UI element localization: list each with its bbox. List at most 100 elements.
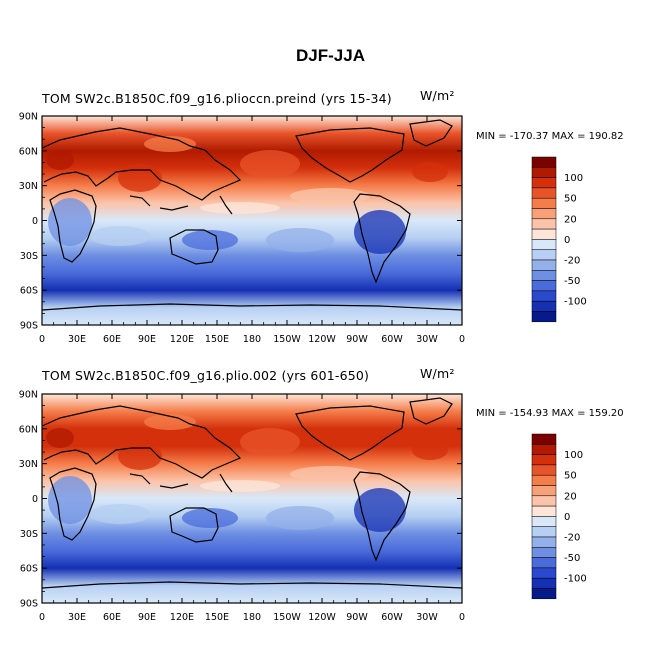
anomaly-patch	[266, 506, 334, 530]
figure-title: DJF-JJA	[296, 46, 365, 65]
anomaly-patch	[48, 476, 92, 524]
panel-2-units: W/m²	[420, 366, 455, 381]
colorbar-segment	[531, 311, 557, 323]
x-tick-label: 150W	[273, 334, 301, 345]
colorbar-label: 50	[564, 194, 577, 205]
y-tick-label: 60S	[20, 564, 38, 575]
colorbar-segment	[531, 249, 557, 261]
colorbar-segment	[531, 588, 557, 600]
anomaly-patch	[200, 202, 280, 214]
colorbar-label: 50	[564, 471, 577, 482]
panel-1-units: W/m²	[420, 88, 455, 103]
anomaly-patch	[200, 480, 280, 492]
anomaly-patch	[118, 442, 162, 470]
anomaly-patch	[240, 150, 300, 178]
x-tick-label: 90E	[138, 334, 156, 345]
colorbar-segment	[531, 454, 557, 466]
colorbar-label: -50	[564, 276, 580, 287]
anomaly-patch	[90, 504, 150, 524]
anomaly-patch	[354, 210, 406, 254]
x-tick-label: 180	[243, 612, 261, 623]
colorbar-label: 100	[564, 450, 583, 461]
colorbar-label: -50	[564, 553, 580, 564]
panel-1-left-label: TOM SW2c.B1850C.f09_g16.plioccn.preind	[42, 91, 317, 106]
panel-2-coastlines	[41, 397, 463, 589]
anomaly-patch	[240, 428, 300, 456]
y-tick-label: 90S	[20, 321, 38, 332]
anomaly-patch	[48, 198, 92, 246]
x-tick-label: 90W	[346, 612, 368, 623]
y-tick-label: 90S	[20, 599, 38, 610]
y-tick-label: 60N	[19, 146, 38, 157]
y-tick-label: 30S	[20, 529, 38, 540]
x-tick-label: 0	[459, 334, 465, 345]
panel-1-years-label: (yrs 15-34)	[320, 91, 392, 106]
colorbar-label: 0	[564, 512, 570, 523]
anomaly-patch	[118, 164, 162, 192]
panel-2-case-label: TOM SW2c.B1850C.f09_g16.plio.002 (yrs 60…	[42, 368, 369, 383]
y-tick-label: 30N	[19, 181, 38, 192]
colorbar-segment	[531, 474, 557, 486]
colorbar-segment	[531, 280, 557, 292]
colorbar-segment	[531, 516, 557, 527]
anomaly-patch	[46, 150, 74, 170]
colorbar-segment	[531, 567, 557, 579]
colorbar-segment	[531, 444, 557, 455]
x-tick-label: 60W	[381, 612, 403, 623]
panel-1-minmax: MIN = -170.37 MAX = 190.82	[476, 131, 624, 142]
anomaly-patch	[412, 162, 448, 182]
y-tick-label: 30N	[19, 459, 38, 470]
anomaly-patch	[412, 440, 448, 460]
y-tick-label: 90N	[19, 390, 38, 401]
colorbar-segment	[531, 167, 557, 178]
colorbar-label: -100	[564, 574, 587, 585]
colorbar-segment	[531, 270, 557, 281]
x-tick-label: 60E	[103, 612, 121, 623]
colorbar-segment	[531, 547, 557, 558]
x-tick-label: 30W	[416, 334, 438, 345]
x-tick-label: 120E	[170, 334, 194, 345]
x-tick-label: 120E	[170, 612, 194, 623]
x-tick-label: 30W	[416, 612, 438, 623]
anomaly-patch	[46, 428, 74, 448]
y-tick-label: 0	[32, 216, 38, 227]
colorbar-label: 20	[564, 491, 577, 502]
colorbar-label: 20	[564, 214, 577, 225]
anomaly-patch	[182, 230, 238, 250]
x-tick-label: 150E	[205, 612, 229, 623]
colorbar-segment	[531, 156, 557, 168]
colorbar-segment	[531, 433, 557, 445]
y-tick-label: 60N	[19, 424, 38, 435]
x-tick-label: 180	[243, 334, 261, 345]
anomaly-patch	[266, 228, 334, 252]
colorbar-segment	[531, 218, 557, 230]
x-tick-label: 30E	[68, 612, 86, 623]
y-tick-label: 0	[32, 494, 38, 505]
panel-2-minmax: MIN = -154.93 MAX = 159.20	[476, 408, 624, 419]
x-tick-label: 120W	[308, 612, 336, 623]
x-tick-label: 0	[39, 334, 45, 345]
panel-1-case-label: TOM SW2c.B1850C.f09_g16.plioccn.preind (…	[42, 91, 392, 106]
panel-2-left-label: TOM SW2c.B1850C.f09_g16.plio.002	[42, 368, 278, 383]
y-tick-label: 90N	[19, 112, 38, 123]
colorbar-segment	[531, 577, 557, 589]
anomaly-patch	[90, 226, 150, 246]
anomaly-patch	[182, 508, 238, 528]
panel-1-axes: 0 30E 60E 90E 120E 150E 180 150W 120W 90W 60W 30W 09…	[19, 112, 465, 346]
colorbar-segment	[531, 536, 557, 548]
x-tick-label: 60E	[103, 334, 121, 345]
anomaly-patch	[290, 466, 370, 482]
colorbar-label: 100	[564, 173, 583, 184]
x-tick-label: 0	[459, 612, 465, 623]
colorbar-segment	[531, 187, 557, 199]
colorbar-label: -100	[564, 297, 587, 308]
colorbar-segment	[531, 259, 557, 271]
anomaly-patch	[144, 136, 196, 152]
colorbar-label: -20	[564, 533, 580, 544]
panel-2-years-label: (yrs 601-650)	[281, 368, 370, 383]
x-tick-label: 30E	[68, 334, 86, 345]
panel-2-frame	[41, 393, 463, 604]
colorbar-segment	[531, 505, 557, 517]
colorbar-segment	[531, 464, 557, 476]
panel-2: 0 30E 60E 90E 120E 150E 180 150W 120W 90W 60W 30W 09…	[19, 390, 465, 624]
